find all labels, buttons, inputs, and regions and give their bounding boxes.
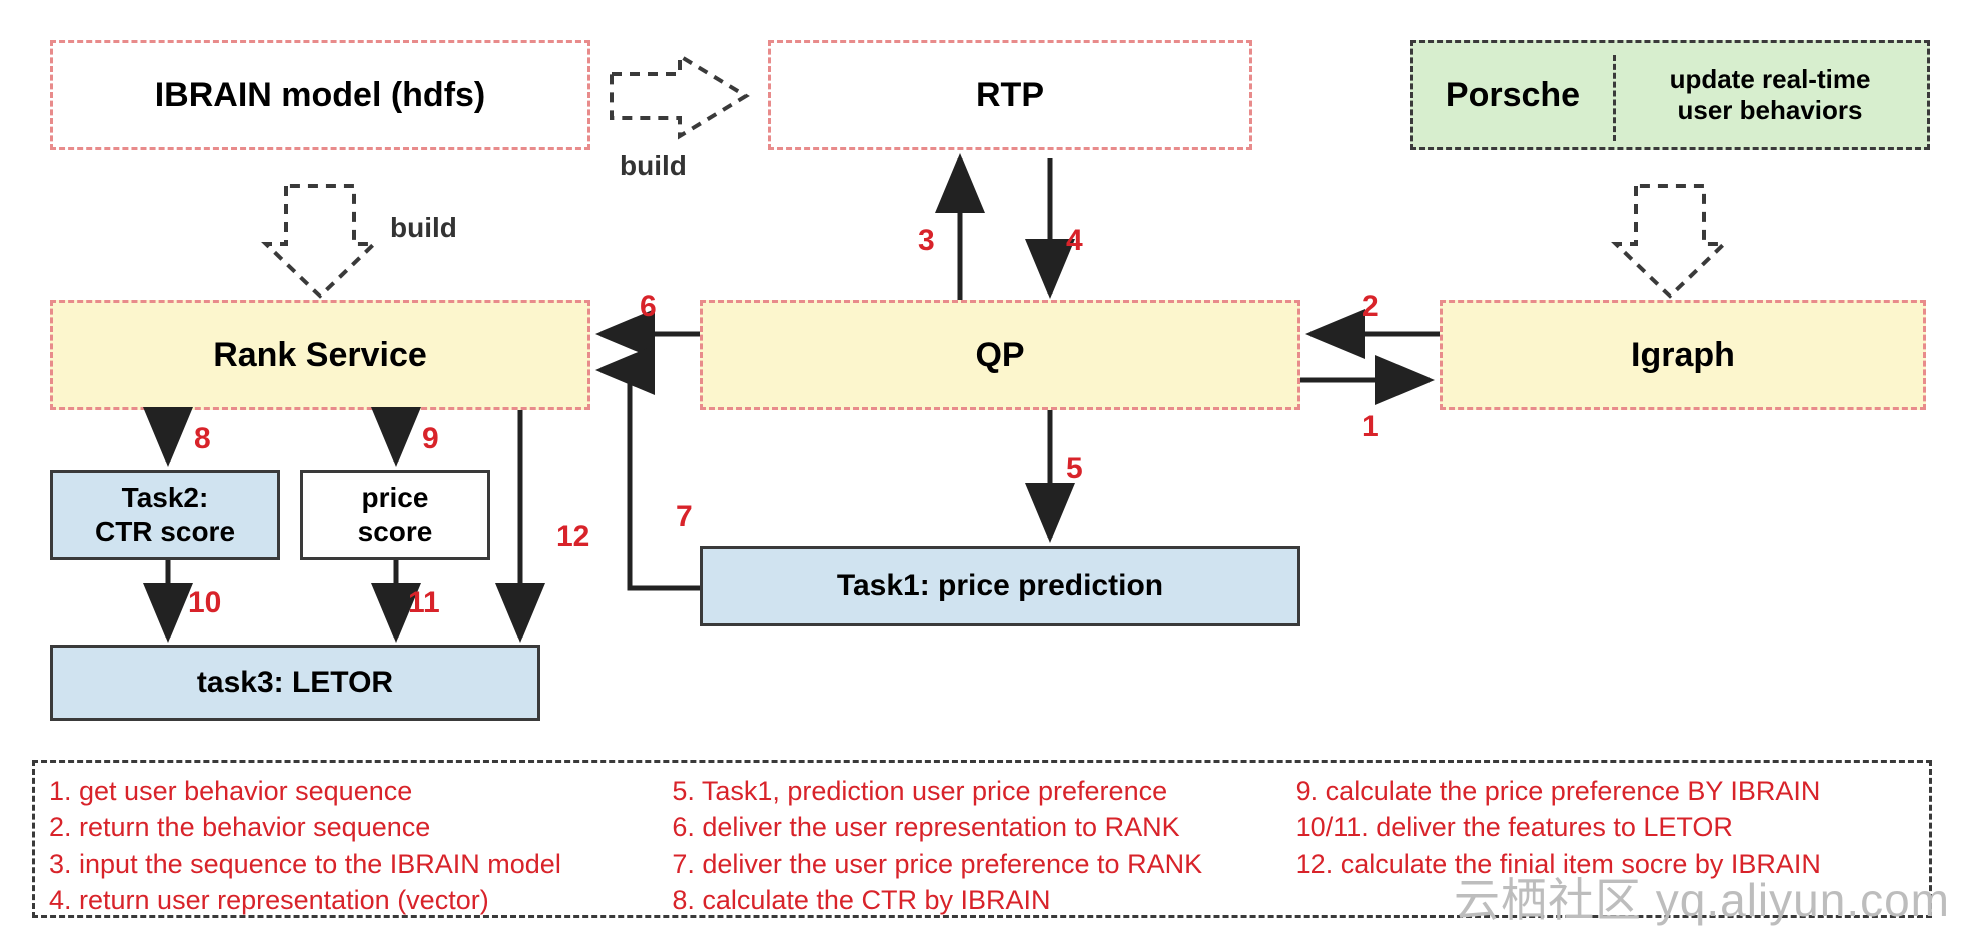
edge-num-9: 9	[422, 422, 439, 456]
legend-col-2: 5. Task1, prediction user price preferen…	[672, 773, 1291, 905]
porsche-right-label: update real-time user behaviors	[1613, 64, 1927, 126]
diagram-stage: { "canvas": { "width": 1980, "height": 9…	[0, 0, 1980, 940]
legend-item: 9. calculate the price preference BY IBR…	[1296, 773, 1915, 809]
node-porsche: Porsche update real-time user behaviors	[1410, 40, 1930, 150]
big-arrow-build-down	[266, 186, 374, 296]
edge-num-2: 2	[1362, 290, 1379, 324]
node-task1: Task1: price prediction	[700, 546, 1300, 626]
edge-num-11: 11	[408, 586, 440, 620]
edge-num-7: 7	[676, 500, 693, 534]
node-label: IBRAIN model (hdfs)	[155, 75, 486, 116]
node-qp: QP	[700, 300, 1300, 410]
label-build-right: build	[620, 150, 687, 182]
legend-item: 6. deliver the user representation to RA…	[672, 809, 1291, 845]
watermark-text: 云栖社区 yq.aliyun.com	[1454, 864, 1950, 930]
legend-item: 4. return user representation (vector)	[49, 882, 668, 918]
node-label: task3: LETOR	[197, 665, 393, 701]
edge-num-5: 5	[1066, 452, 1083, 486]
edge-num-3: 3	[918, 224, 935, 258]
node-label: Task2: CTR score	[95, 481, 235, 548]
edge-num-10: 10	[188, 586, 221, 620]
legend-item: 8. calculate the CTR by IBRAIN	[672, 882, 1291, 918]
node-rank-service: Rank Service	[50, 300, 590, 410]
node-label: Task1: price prediction	[837, 568, 1163, 604]
node-label: RTP	[976, 75, 1044, 116]
legend-item: 2. return the behavior sequence	[49, 809, 668, 845]
node-label: QP	[975, 335, 1024, 376]
big-arrow-build-right	[612, 56, 746, 136]
edge-num-12: 12	[556, 520, 589, 554]
edge-num-1: 1	[1362, 410, 1379, 444]
legend-item: 5. Task1, prediction user price preferen…	[672, 773, 1291, 809]
node-label: Rank Service	[213, 335, 427, 376]
edge-num-8: 8	[194, 422, 211, 456]
big-arrow-porsche-down	[1616, 186, 1724, 296]
legend-col-1: 1. get user behavior sequence 2. return …	[49, 773, 668, 905]
node-price-score: price score	[300, 470, 490, 560]
edge-num-4: 4	[1066, 224, 1083, 258]
node-task2: Task2: CTR score	[50, 470, 280, 560]
legend-item: 3. input the sequence to the IBRAIN mode…	[49, 846, 668, 882]
legend-item: 10/11. deliver the features to LETOR	[1296, 809, 1915, 845]
node-label: price score	[358, 481, 433, 548]
edge-num-6: 6	[640, 290, 657, 324]
label-build-down: build	[390, 212, 457, 244]
porsche-left-label: Porsche	[1413, 75, 1613, 116]
node-label: Igraph	[1631, 335, 1735, 376]
node-task3: task3: LETOR	[50, 645, 540, 721]
legend-item: 7. deliver the user price preference to …	[672, 846, 1291, 882]
legend-item: 1. get user behavior sequence	[49, 773, 668, 809]
node-rtp: RTP	[768, 40, 1252, 150]
node-igraph: Igraph	[1440, 300, 1926, 410]
node-ibrain: IBRAIN model (hdfs)	[50, 40, 590, 150]
